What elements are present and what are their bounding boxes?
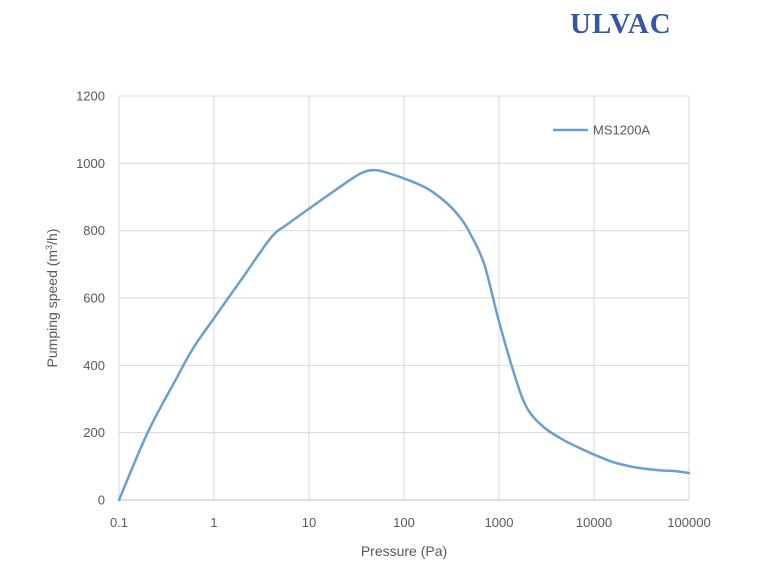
x-tick-label: 100 [393, 515, 415, 530]
legend-label: MS1200A [593, 123, 650, 138]
y-tick-label: 1200 [76, 89, 105, 104]
y-tick-label: 1000 [76, 156, 105, 171]
x-tick-label: 10000 [576, 515, 612, 530]
y-tick-label: 600 [83, 291, 105, 306]
y-tick-label: 200 [83, 425, 105, 440]
y-axis-title-prefix: Pumping speed (m [44, 250, 60, 368]
gridlines [118, 95, 690, 500]
x-tick-label: 100000 [667, 515, 710, 530]
x-tick-label: 0.1 [110, 515, 128, 530]
y-axis-title-suffix: /h) [44, 229, 60, 245]
x-axis-title: Pressure (Pa) [361, 543, 447, 559]
x-tick-label: 1 [210, 515, 217, 530]
y-axis-title-sup: 3 [44, 245, 54, 250]
x-tick-labels: 0.1 1 10 100 1000 10000 100000 [110, 515, 711, 530]
y-tick-label: 800 [83, 223, 105, 238]
ulvac-logo: ULVAC [570, 8, 672, 40]
y-axis-title: Pumping speed (m3/h) [44, 229, 60, 368]
y-tick-labels: 0 200 400 600 800 1000 1200 [76, 89, 105, 508]
y-tick-label: 0 [98, 493, 105, 508]
y-tick-label: 400 [83, 358, 105, 373]
x-tick-label: 10 [302, 515, 316, 530]
x-tick-label: 1000 [485, 515, 514, 530]
series-layer [117, 168, 691, 502]
legend: MS1200A [553, 123, 650, 138]
series-line-ms1200a [117, 168, 691, 502]
